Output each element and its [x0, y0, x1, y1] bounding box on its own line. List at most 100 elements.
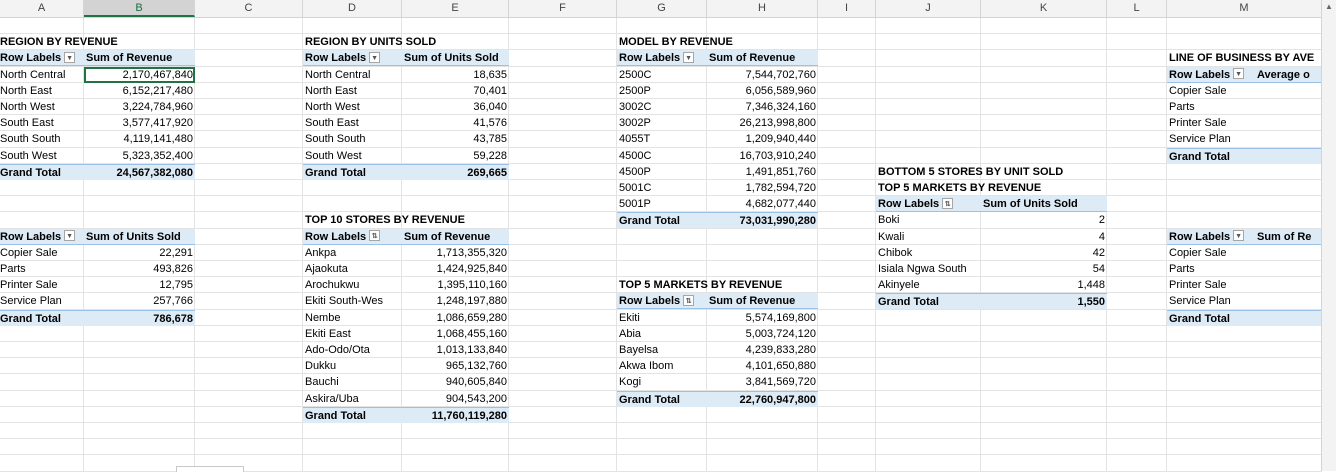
row-label[interactable]: Bauchi — [303, 374, 402, 390]
row-label[interactable]: Parts — [0, 261, 84, 277]
sum-header[interactable]: Sum of Re — [1255, 228, 1322, 245]
row-value[interactable] — [1255, 115, 1322, 131]
row-value[interactable]: 6,056,589,960 — [707, 83, 818, 99]
grand-total-value[interactable] — [1255, 147, 1322, 164]
sum-header[interactable]: Average o — [1255, 66, 1322, 83]
row-value[interactable]: 4 — [981, 229, 1107, 245]
row-label[interactable]: Akinyele — [876, 277, 981, 293]
row-label[interactable]: Copier Sale — [0, 245, 84, 261]
row-value[interactable]: 4,239,833,280 — [707, 342, 818, 358]
row-label[interactable]: South West — [303, 148, 402, 164]
row-value[interactable]: 4,682,077,440 — [707, 196, 818, 212]
row-label[interactable]: Kogi — [617, 374, 707, 390]
row-label[interactable]: Dukku — [303, 358, 402, 374]
row-label[interactable]: Chibok — [876, 245, 981, 261]
column-header-a[interactable]: A — [0, 0, 84, 17]
worksheet-grid[interactable]: REGION BY REVENUE Row Labels ▼ Sum of Reven… — [0, 18, 1322, 472]
row-value[interactable]: 1,448 — [981, 277, 1107, 293]
row-label[interactable]: South West — [0, 148, 84, 164]
grand-total-value[interactable]: 22,760,947,800 — [707, 390, 818, 407]
row-label[interactable]: North Central — [303, 67, 402, 83]
grand-total-label[interactable]: Grand Total — [303, 406, 402, 423]
row-label[interactable]: Service Plan — [0, 293, 84, 309]
row-value[interactable]: 70,401 — [402, 83, 509, 99]
column-header-m[interactable]: M — [1167, 0, 1322, 17]
row-label[interactable]: South South — [303, 131, 402, 147]
sum-header[interactable]: Sum of Units Sold — [402, 50, 509, 67]
grand-total-label[interactable]: Grand Total — [617, 390, 707, 407]
row-label[interactable]: Printer Sale — [1167, 115, 1255, 131]
row-label[interactable]: 3002C — [617, 99, 707, 115]
pivot-title[interactable]: MODEL BY REVENUE — [617, 34, 818, 50]
arrow-up-icon[interactable]: ▲ — [1325, 2, 1333, 11]
pivot-title[interactable]: REGION BY REVENUE — [0, 34, 195, 50]
row-value[interactable]: 41,576 — [402, 115, 509, 131]
grand-total-value[interactable]: 786,678 — [84, 309, 195, 326]
row-label[interactable]: Arochukwu — [303, 277, 402, 293]
row-label[interactable]: North East — [303, 83, 402, 99]
row-label[interactable]: Abia — [617, 326, 707, 342]
column-header-k[interactable]: K — [981, 0, 1107, 17]
chevron-down-icon[interactable]: ▼ — [683, 51, 695, 63]
grand-total-value[interactable]: 1,550 — [981, 293, 1107, 310]
row-value[interactable]: 22,291 — [84, 245, 195, 261]
grand-total-value[interactable]: 24,567,382,080 — [84, 163, 195, 180]
pivot-title[interactable]: TOP 5 MARKETS BY REVENUE — [617, 277, 818, 293]
row-value[interactable]: 1,013,133,840 — [402, 342, 509, 358]
grand-total-value[interactable]: 269,665 — [402, 163, 509, 180]
pivot-title[interactable]: LINE OF BUSINESS BY AVE — [1167, 50, 1322, 66]
row-value[interactable] — [1255, 293, 1322, 309]
row-value[interactable]: 1,782,594,720 — [707, 180, 818, 196]
row-label[interactable]: 5001C — [617, 180, 707, 196]
row-value[interactable]: 1,491,851,760 — [707, 164, 818, 180]
row-label[interactable]: Ankpa — [303, 245, 402, 261]
row-labels-header[interactable]: Row Labels ▼ — [303, 50, 402, 67]
column-header-g[interactable]: G — [617, 0, 707, 17]
row-label[interactable]: Bayelsa — [617, 342, 707, 358]
row-value[interactable]: 54 — [981, 261, 1107, 277]
chevron-down-icon[interactable]: ▼ — [369, 51, 381, 63]
row-label[interactable]: Nembe — [303, 310, 402, 326]
row-value[interactable]: 4,119,141,480 — [84, 131, 195, 147]
sum-header[interactable]: Sum of Revenue — [707, 293, 818, 310]
row-value[interactable]: 2 — [981, 212, 1107, 228]
grand-total-label[interactable]: Grand Total — [617, 212, 707, 229]
row-value[interactable]: 1,424,925,840 — [402, 261, 509, 277]
chevron-down-icon[interactable]: ▼ — [1233, 68, 1245, 80]
row-label[interactable]: South East — [303, 115, 402, 131]
row-value[interactable]: 36,040 — [402, 99, 509, 115]
row-value[interactable]: 4,101,650,880 — [707, 358, 818, 374]
row-value[interactable]: 1,209,940,440 — [707, 131, 818, 147]
filter-sort-icon[interactable]: ⇅ — [369, 230, 381, 242]
sum-header[interactable]: Sum of Revenue — [84, 50, 195, 67]
grand-total-label[interactable]: Grand Total — [876, 293, 981, 310]
grand-total-value[interactable]: 73,031,990,280 — [707, 212, 818, 229]
row-labels-header[interactable]: Row Labels ▼ — [0, 50, 84, 67]
row-value[interactable] — [1255, 277, 1322, 293]
row-label[interactable]: Copier Sale — [1167, 83, 1255, 99]
row-value[interactable]: 3,577,417,920 — [84, 115, 195, 131]
row-value[interactable]: 59,228 — [402, 148, 509, 164]
row-label[interactable]: Service Plan — [1167, 131, 1255, 147]
row-label[interactable]: North West — [0, 99, 84, 115]
row-value[interactable]: 26,213,998,800 — [707, 115, 818, 131]
row-value[interactable]: 2,170,467,840 — [84, 66, 195, 83]
column-header-f[interactable]: F — [509, 0, 617, 17]
row-value[interactable] — [1255, 83, 1322, 99]
row-label[interactable]: Service Plan — [1167, 293, 1255, 309]
row-labels-header[interactable]: Row Labels ⇅ — [617, 293, 707, 310]
row-value[interactable]: 42 — [981, 245, 1107, 261]
row-label[interactable]: North Central — [0, 67, 84, 83]
column-header-e[interactable]: E — [402, 0, 509, 17]
column-header-c[interactable]: C — [195, 0, 303, 17]
column-header-i[interactable]: I — [818, 0, 876, 17]
pivot-title[interactable]: BOTTOM 5 STORES BY UNIT SOLD — [876, 164, 1107, 180]
sum-header[interactable]: Sum of Units Sold — [981, 196, 1107, 213]
row-label[interactable]: Printer Sale — [1167, 277, 1255, 293]
row-value[interactable]: 3,224,784,960 — [84, 99, 195, 115]
column-header-b[interactable]: B — [84, 0, 195, 17]
row-label[interactable]: 4055T — [617, 131, 707, 147]
row-label[interactable]: Isiala Ngwa South — [876, 261, 981, 277]
row-value[interactable]: 1,086,659,280 — [402, 310, 509, 326]
row-value[interactable]: 16,703,910,240 — [707, 148, 818, 164]
